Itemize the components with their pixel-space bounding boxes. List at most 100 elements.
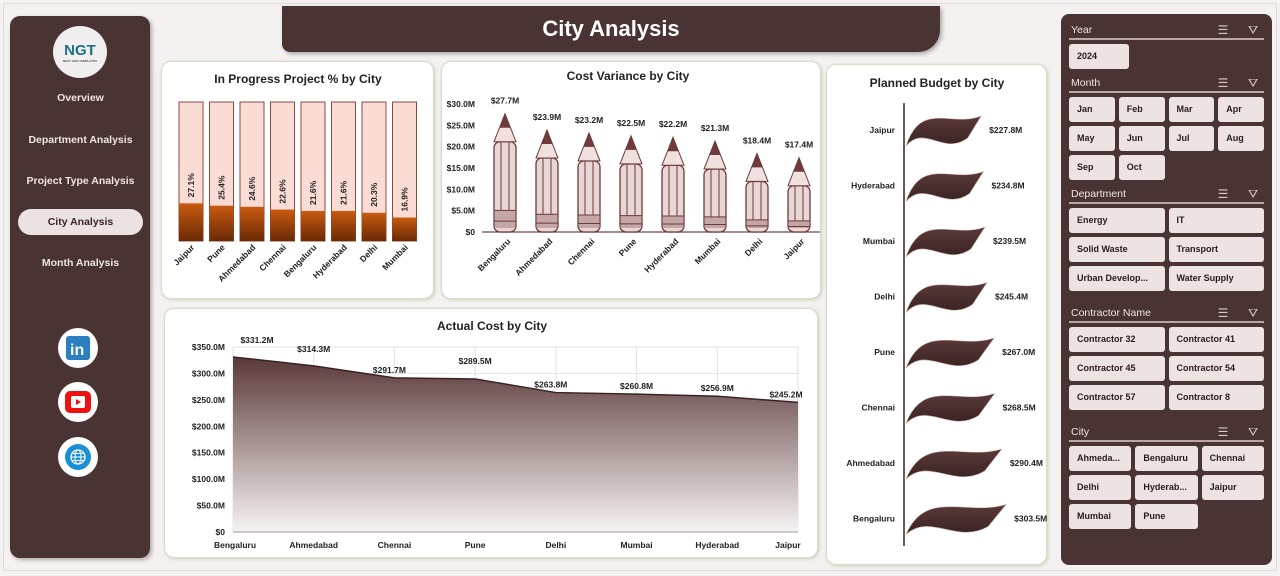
flag-bar xyxy=(905,170,985,202)
flag-bar xyxy=(905,448,1003,480)
data-label: $289.5M xyxy=(459,356,492,366)
pencil-lead xyxy=(709,141,721,156)
nav-department-analysis[interactable]: Department Analysis xyxy=(28,134,133,146)
data-label: $267.0M xyxy=(1002,347,1035,357)
city-option[interactable]: Hyderab... xyxy=(1135,475,1198,500)
city-option[interactable]: Mumbai xyxy=(1069,504,1132,529)
month-option[interactable]: Apr xyxy=(1218,97,1264,122)
data-label: $17.4M xyxy=(785,140,813,150)
city-option[interactable]: Delhi xyxy=(1069,475,1132,500)
nav-overview[interactable]: Overview xyxy=(57,92,104,104)
department-option[interactable]: Transport xyxy=(1168,237,1264,262)
city-option[interactable]: Pune xyxy=(1135,504,1198,529)
data-label: 16.9% xyxy=(400,187,410,212)
city-option[interactable]: Jaipur xyxy=(1201,475,1264,500)
contractor-option[interactable]: Contractor 41 xyxy=(1168,327,1264,352)
pencil-band xyxy=(662,215,684,228)
pencil-tip xyxy=(535,128,559,159)
budget-chart-panel: Planned Budget by City Jaipur $227.8M Hyder… xyxy=(826,64,1047,565)
logo-text: NGT xyxy=(64,41,96,59)
variance-chart-panel: Cost Variance by City $0 $5.0M $10.0M $15.0M… xyxy=(441,61,821,299)
contractor-option[interactable]: Contractor 57 xyxy=(1069,385,1165,410)
y-tick-label: $50.0M xyxy=(197,501,225,511)
clear-filter-icon[interactable]: ⛛ xyxy=(1247,186,1259,201)
nav-project-type-analysis[interactable]: Project Type Analysis xyxy=(26,175,135,187)
linkedin-button[interactable]: in xyxy=(58,328,98,368)
year-filter-options: 2024 xyxy=(1069,44,1264,69)
department-option[interactable]: Water Supply xyxy=(1168,266,1264,291)
city-option[interactable]: Ahmeda... xyxy=(1069,446,1132,471)
pencil-lead xyxy=(583,132,595,147)
youtube-button[interactable] xyxy=(58,382,98,422)
budget-chart: Planned Budget by City Jaipur $227.8M Hyder… xyxy=(846,76,1047,546)
data-label: 27.1% xyxy=(186,173,196,198)
pencil-bar xyxy=(535,128,559,233)
month-option[interactable]: Jan xyxy=(1069,97,1115,122)
pencil-lead xyxy=(541,129,553,144)
data-label: 25.4% xyxy=(217,175,227,200)
x-tick-label: Pune xyxy=(205,242,227,264)
x-tick-label: Mumbai xyxy=(621,540,653,550)
year-option[interactable]: 2024 xyxy=(1069,44,1129,69)
x-tick-label: Hyderabad xyxy=(695,540,739,550)
y-tick-label: Ahmedabad xyxy=(846,458,895,468)
youtube-icon xyxy=(65,391,91,413)
month-option[interactable]: Jun xyxy=(1118,126,1165,151)
y-tick-label: Delhi xyxy=(874,292,895,302)
website-button[interactable] xyxy=(58,437,98,477)
contractor-filter-label: Contractor Name xyxy=(1071,307,1151,319)
month-option[interactable]: May xyxy=(1069,126,1115,151)
month-option[interactable]: Oct xyxy=(1118,155,1165,180)
bar xyxy=(331,210,356,241)
multi-select-icon[interactable]: ☰ xyxy=(1217,306,1229,320)
contractor-option[interactable]: Contractor 32 xyxy=(1069,327,1165,352)
contractor-option[interactable]: Contractor 54 xyxy=(1168,356,1264,381)
page-title: City Analysis xyxy=(282,6,940,52)
pencil-bar xyxy=(493,112,517,233)
city-option[interactable]: Bengaluru xyxy=(1135,446,1198,471)
nav-month-analysis[interactable]: Month Analysis xyxy=(41,257,120,269)
contractor-option[interactable]: Contractor 8 xyxy=(1168,385,1264,410)
pencil-bar xyxy=(661,135,685,233)
department-option[interactable]: IT xyxy=(1168,208,1264,233)
clear-filter-icon[interactable]: ⛛ xyxy=(1247,305,1259,320)
data-label: 21.6% xyxy=(339,180,349,205)
month-option[interactable]: Jul xyxy=(1168,126,1215,151)
nav-city-analysis[interactable]: City Analysis xyxy=(18,209,143,235)
data-label: $263.8M xyxy=(534,380,567,390)
x-tick-label: Ahmedabad xyxy=(513,236,554,277)
contractor-filter-options: Contractor 32 Contractor 41 Contractor 45 C… xyxy=(1069,327,1264,410)
department-option[interactable]: Energy xyxy=(1069,208,1165,233)
bar xyxy=(270,209,295,241)
department-option[interactable]: Urban Develop... xyxy=(1069,266,1165,291)
bar xyxy=(392,217,417,241)
sidebar: NGT NEXT GEN TEMPLATES Overview Departmen… xyxy=(10,16,150,558)
pencil-bar xyxy=(787,156,811,233)
department-filter-options: Energy IT Solid Waste Transport Urban Develo… xyxy=(1069,208,1264,291)
month-option[interactable]: Feb xyxy=(1118,97,1165,122)
data-label: $303.5M xyxy=(1014,514,1047,524)
globe-icon xyxy=(65,444,91,470)
chart-title: Actual Cost by City xyxy=(437,319,547,333)
month-option[interactable]: Aug xyxy=(1218,126,1264,151)
multi-select-icon[interactable]: ☰ xyxy=(1217,23,1229,37)
svg-text:in: in xyxy=(70,342,84,359)
contractor-option[interactable]: Contractor 45 xyxy=(1069,356,1165,381)
clear-filter-icon[interactable]: ⛛ xyxy=(1247,22,1259,37)
month-option[interactable]: Sep xyxy=(1069,155,1115,180)
multi-select-icon[interactable]: ☰ xyxy=(1217,425,1229,439)
flag-bar xyxy=(905,226,986,258)
clear-filter-icon[interactable]: ⛛ xyxy=(1247,75,1259,90)
x-tick-label: Chennai xyxy=(257,242,288,273)
data-label: 24.6% xyxy=(247,176,257,201)
clear-filter-icon[interactable]: ⛛ xyxy=(1247,424,1259,439)
x-tick-label: Delhi xyxy=(358,242,380,264)
month-option[interactable]: Mar xyxy=(1168,97,1215,122)
multi-select-icon[interactable]: ☰ xyxy=(1217,187,1229,201)
y-tick-label: Hyderabad xyxy=(851,181,895,191)
city-option[interactable]: Chennai xyxy=(1201,446,1264,471)
data-label: $245.2M xyxy=(769,389,802,399)
bar xyxy=(301,210,325,241)
multi-select-icon[interactable]: ☰ xyxy=(1217,76,1229,90)
department-option[interactable]: Solid Waste xyxy=(1069,237,1165,262)
